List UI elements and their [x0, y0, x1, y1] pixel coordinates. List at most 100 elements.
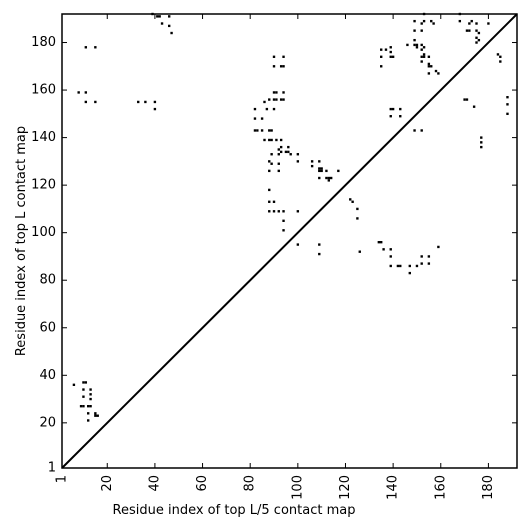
- contact-point: [420, 43, 423, 47]
- contact-point: [82, 405, 85, 408]
- contact-point: [318, 160, 321, 163]
- contact-point: [310, 160, 314, 163]
- contact-point: [282, 229, 285, 232]
- x-tick-label: 80: [243, 475, 258, 492]
- contact-point: [272, 55, 276, 58]
- contact-point: [480, 145, 483, 149]
- contact-point: [272, 107, 276, 111]
- contact-point: [475, 29, 478, 32]
- contact-point: [84, 46, 88, 49]
- contact-point: [427, 62, 431, 66]
- contact-point: [458, 19, 462, 23]
- contact-point: [325, 169, 328, 173]
- contact-point: [408, 264, 411, 268]
- contact-point: [153, 100, 157, 104]
- contact-point: [420, 262, 423, 265]
- contact-point: [430, 65, 433, 68]
- contact-point: [282, 98, 285, 101]
- contact-point: [282, 55, 285, 58]
- contact-point: [377, 241, 381, 244]
- contact-point: [310, 164, 314, 168]
- contact-point: [94, 414, 97, 417]
- y-tick-label: 160: [31, 83, 56, 98]
- contact-point: [413, 29, 416, 32]
- contact-point: [275, 98, 278, 101]
- contact-point: [351, 200, 354, 203]
- x-tick-label: 60: [195, 475, 210, 492]
- contact-point: [415, 43, 419, 47]
- contact-point: [89, 393, 92, 396]
- contact-point: [279, 150, 283, 154]
- contact-point: [270, 129, 273, 132]
- contact-point: [463, 98, 466, 101]
- contact-point: [327, 179, 330, 182]
- contact-point: [272, 200, 276, 203]
- contact-point: [94, 46, 97, 49]
- contact-point: [356, 217, 359, 220]
- contact-point: [389, 115, 392, 118]
- contact-point: [422, 46, 426, 49]
- contact-point: [158, 15, 161, 18]
- contact-point: [94, 412, 97, 415]
- contact-point: [406, 43, 409, 47]
- contact-point: [277, 148, 280, 151]
- contact-point: [277, 153, 280, 156]
- contact-point: [408, 271, 411, 275]
- contact-point: [268, 188, 271, 192]
- contact-point: [487, 22, 490, 25]
- contact-point: [277, 162, 280, 165]
- contact-point: [96, 414, 99, 417]
- contact-point: [268, 138, 271, 142]
- contact-point: [275, 138, 278, 142]
- contact-point: [289, 153, 292, 156]
- contact-point: [268, 160, 271, 163]
- y-tick-label: 100: [31, 225, 56, 240]
- contact-point: [279, 98, 283, 101]
- contact-point: [475, 41, 478, 44]
- contact-point: [77, 91, 80, 94]
- contact-point: [82, 388, 85, 391]
- contact-point: [137, 100, 140, 104]
- contact-point: [389, 248, 392, 251]
- x-axis-label: Residue index of top L/5 contact map: [113, 503, 356, 518]
- contact-point: [499, 60, 502, 63]
- x-tick-label: 20: [100, 475, 115, 492]
- contact-point: [499, 55, 502, 58]
- contact-point: [465, 98, 469, 101]
- contact-point: [470, 19, 473, 23]
- contact-point: [282, 91, 285, 94]
- contact-point: [320, 169, 323, 173]
- y-tick-label: 180: [31, 35, 56, 50]
- contact-point: [287, 145, 290, 149]
- contact-point: [89, 405, 92, 408]
- contact-point: [506, 112, 509, 116]
- contact-point: [282, 210, 285, 213]
- y-tick-label: 60: [39, 320, 56, 335]
- contact-point: [356, 207, 359, 211]
- contact-point: [468, 29, 471, 32]
- contact-point: [413, 38, 416, 42]
- contact-point: [391, 55, 395, 58]
- contact-point: [389, 255, 392, 258]
- contact-point: [87, 419, 90, 422]
- contact-point: [272, 91, 276, 94]
- contact-point: [434, 69, 438, 73]
- contact-point: [279, 65, 283, 68]
- contact-point: [382, 248, 385, 251]
- contact-point: [284, 150, 288, 154]
- contact-point: [156, 15, 159, 18]
- y-tick-label: 140: [31, 130, 56, 145]
- contact-point: [477, 31, 481, 35]
- contact-point: [260, 129, 264, 132]
- contact-point: [168, 15, 171, 18]
- contact-point: [432, 22, 435, 25]
- contact-point: [279, 145, 283, 149]
- y-tick-label: 40: [39, 368, 56, 383]
- contact-point: [480, 141, 483, 144]
- contact-points: [72, 12, 509, 422]
- contact-point: [89, 388, 92, 391]
- y-axis-label: Residue index of top L contact map: [14, 126, 29, 356]
- contact-point: [399, 264, 402, 268]
- contact-point: [427, 262, 431, 265]
